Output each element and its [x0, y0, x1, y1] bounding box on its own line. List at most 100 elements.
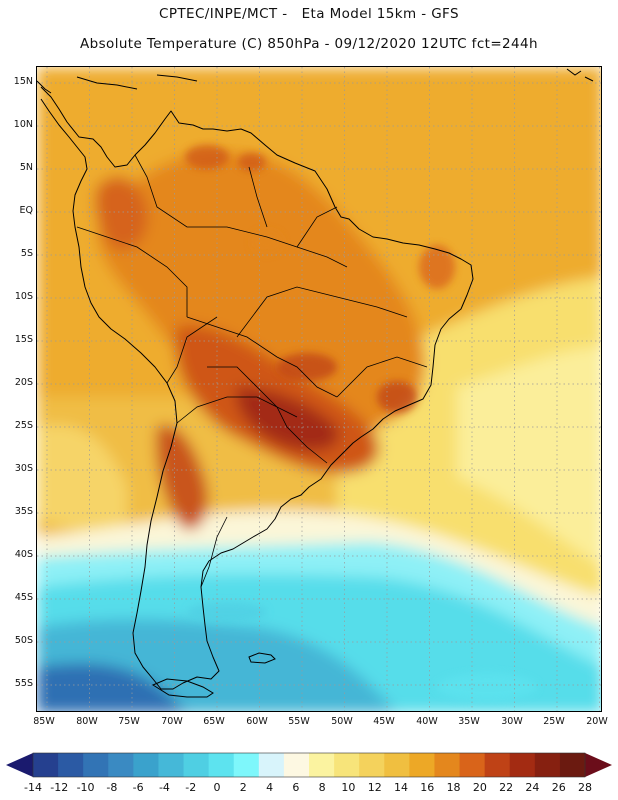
lat-label: 5N — [19, 162, 33, 173]
colorbar-cell — [183, 753, 210, 777]
colorbar-cell — [233, 753, 260, 777]
colorbar-label: 18 — [446, 781, 461, 794]
colorbar-label: 2 — [239, 781, 247, 794]
country-borders — [76, 154, 428, 588]
lon-label: 65W — [203, 716, 225, 727]
lon-label: 50W — [331, 716, 353, 727]
colorbar-cell — [484, 753, 511, 777]
lon-label: 70W — [161, 716, 183, 727]
colorbar-cell — [133, 753, 159, 777]
lon-label: 40W — [416, 716, 438, 727]
blob-3 — [419, 245, 455, 289]
blob-7 — [187, 602, 267, 622]
lon-label: 55W — [288, 716, 310, 727]
lon-label: 60W — [246, 716, 268, 727]
colorbar-label: 26 — [551, 781, 566, 794]
temperature-map — [37, 67, 601, 711]
colorbar-cell — [108, 753, 134, 777]
lat-label: 50S — [14, 635, 33, 646]
field-north-andes — [95, 176, 148, 250]
field-pacific-yellow — [37, 424, 127, 537]
coastline-south-america — [40, 86, 474, 690]
colorbar-label: 28 — [578, 781, 592, 794]
field-andes-warm — [156, 425, 208, 530]
colorbar-label: 20 — [472, 781, 487, 794]
lat-label: 30S — [14, 463, 33, 474]
colorbar-cell — [258, 753, 285, 777]
lat-label: 40S — [14, 549, 33, 560]
colorbar-above-arrow — [585, 753, 612, 777]
colorbar-cell — [283, 753, 310, 777]
lat-label: 10N — [13, 119, 33, 130]
lon-label: 45W — [373, 716, 395, 727]
colorbar-label: -4 — [158, 781, 170, 794]
field-orange-core — [97, 151, 425, 437]
coastline-tierra-del-fuego — [151, 678, 214, 698]
colorbar-label: -6 — [132, 781, 144, 794]
lat-label: 25S — [14, 420, 33, 431]
colorbar-label: 22 — [499, 781, 514, 794]
colorbar-cell — [459, 753, 486, 777]
coastline-falklands — [248, 652, 276, 664]
colorbar-cell — [58, 753, 84, 777]
colorbar-cell — [559, 753, 586, 777]
coastline-central-america — [37, 68, 594, 94]
colorbar-cell — [33, 753, 59, 777]
colorbar-cell — [309, 753, 335, 777]
colorbar-cell — [534, 753, 561, 777]
blob-5 — [377, 381, 417, 413]
lat-label: 35S — [14, 506, 33, 517]
colorbar-cell — [409, 753, 435, 777]
map-panel — [36, 66, 602, 712]
lat-label: 55S — [14, 678, 33, 689]
lat-label: 15S — [14, 334, 33, 345]
colorbar-label: 0 — [213, 781, 221, 794]
lat-label: 10S — [14, 291, 33, 302]
colorbar-cell — [434, 753, 461, 777]
colorbar-label: 24 — [525, 781, 540, 794]
colorbar-cell — [509, 753, 536, 777]
field-pale-yellow — [457, 347, 601, 566]
colorbar-label: -2 — [185, 781, 197, 794]
lat-label: 15N — [13, 76, 33, 87]
colorbar — [6, 752, 612, 778]
lon-label: 25W — [543, 716, 565, 727]
colorbar-label: 14 — [394, 781, 408, 794]
colorbar-cell — [158, 753, 185, 777]
blob-1 — [185, 145, 229, 169]
lat-label: 20S — [14, 377, 33, 388]
colorbar-label: 4 — [266, 781, 274, 794]
lon-label: 30W — [501, 716, 523, 727]
title-line-1: CPTEC/INPE/MCT - Eta Model 15km - GFS — [159, 6, 459, 22]
lat-label: 45S — [14, 592, 33, 603]
blob-6 — [251, 230, 283, 254]
lon-label: 35W — [458, 716, 480, 727]
lat-label: EQ — [19, 205, 33, 216]
lat-label: 5S — [20, 248, 33, 259]
blob-4 — [277, 353, 337, 381]
colorbar-label: -10 — [76, 781, 95, 794]
colorbar-cell — [384, 753, 410, 777]
field-darkred-core — [236, 387, 339, 451]
colorbar-cell — [334, 753, 360, 777]
lon-label: 85W — [33, 716, 55, 727]
colorbar-label: -14 — [24, 781, 42, 794]
colorbar-cell — [83, 753, 109, 777]
colorbar-label: 16 — [420, 781, 435, 794]
title-line-2: Absolute Temperature (C) 850hPa - 09/12/… — [80, 36, 538, 52]
colorbar-outline — [32, 752, 586, 778]
colorbar-cell — [208, 753, 235, 777]
blob-2 — [238, 153, 266, 171]
lon-label: 20W — [586, 716, 608, 727]
colorbar-label: 8 — [318, 781, 326, 794]
colorbar-label: -8 — [106, 781, 118, 794]
colorbar-label: 6 — [292, 781, 300, 794]
blob-8 — [437, 673, 537, 701]
colorbar-label: 12 — [367, 781, 382, 794]
lon-label: 80W — [76, 716, 98, 727]
field-blue-dark — [37, 663, 186, 711]
lon-label: 75W — [118, 716, 140, 727]
colorbar-below-arrow — [6, 753, 33, 777]
colorbar-label: -12 — [50, 781, 69, 794]
colorbar-label: 10 — [341, 781, 356, 794]
